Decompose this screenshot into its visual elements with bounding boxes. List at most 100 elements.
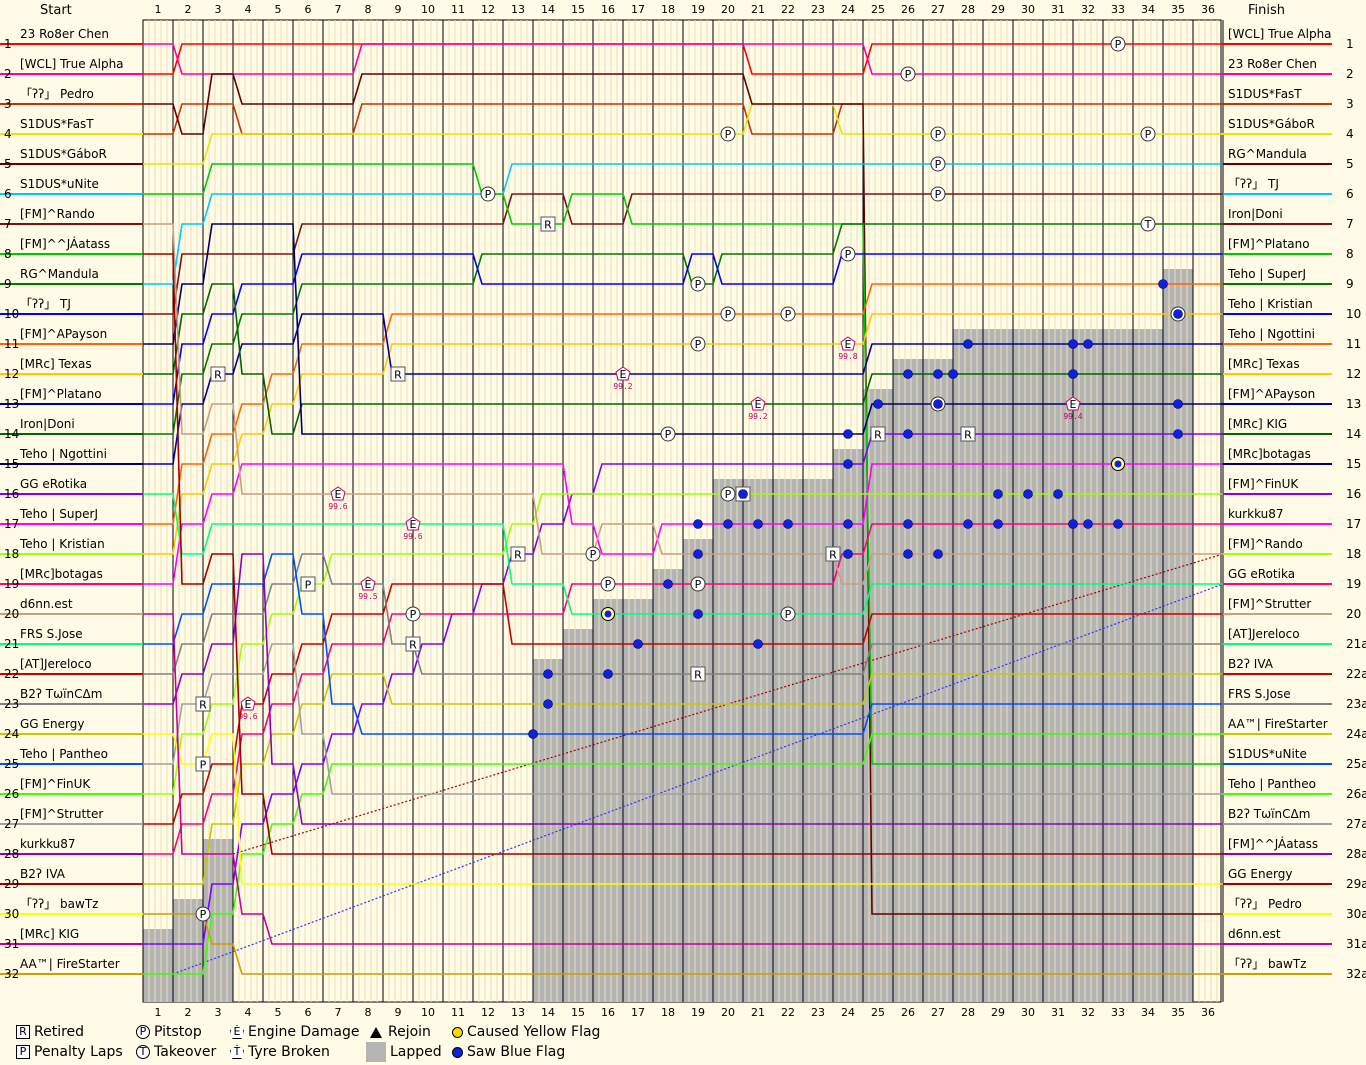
engine-damage-marker — [360, 576, 376, 591]
lap-tick-label: 8 — [365, 3, 372, 16]
series-line — [143, 613, 1223, 945]
blue-flag-dot — [1068, 369, 1078, 379]
series-line — [143, 493, 1223, 795]
lap-tick-label-bottom: 26 — [901, 1006, 915, 1019]
start-driver-name: [MRc] Texas — [20, 357, 92, 371]
event-markers: RRRRRRRRRRRPPPPPPPPPPPPPPPPPPPPPPPPPTE99… — [195, 36, 1186, 922]
lap-tick-label-bottom: 4 — [245, 1006, 252, 1019]
start-position-number: 5 — [4, 157, 12, 171]
start-driver-name: [FM]^^JÁatass — [20, 236, 110, 251]
legend-yellow-label: Caused Yellow Flag — [467, 1024, 601, 1040]
marker-letter: P — [845, 248, 852, 261]
series-line — [143, 313, 1223, 465]
lap-tick-label-bottom: 15 — [571, 1006, 585, 1019]
lap-tick-label: 20 — [721, 3, 735, 16]
start-driver-name: 23 Ro8er Chen — [20, 27, 109, 41]
lapped-block — [143, 929, 173, 1002]
finish-driver-name: 「ʔʔ」 bawTz — [1228, 957, 1306, 971]
lap-tick-label: 32 — [1081, 3, 1095, 16]
finish-position-number: 17 — [1346, 517, 1361, 531]
lapped-block — [1163, 269, 1193, 1002]
engine-damage-note: 99.6 — [238, 712, 257, 721]
legend-penalty-label: Penalty Laps — [34, 1044, 123, 1060]
lap-tick-label-bottom: 34 — [1141, 1006, 1155, 1019]
start-position-number: 6 — [4, 187, 12, 201]
lap-tick-label-bottom: 23 — [811, 1006, 825, 1019]
blue-flag-dot — [1053, 489, 1063, 499]
series-line — [143, 553, 1223, 735]
series-line — [143, 163, 1223, 285]
pitstop-marker — [900, 66, 916, 82]
lapped-block — [1013, 329, 1043, 1002]
finish-driver-name: GG Energy — [1228, 867, 1292, 881]
marker-letter: P — [200, 759, 207, 772]
takeover-marker — [1140, 216, 1156, 232]
finish-driver-name: [FM]^FinUK — [1228, 477, 1299, 491]
finish-driver-name: Iron|Doni — [1228, 207, 1283, 221]
finish-driver-name: d6nn.est — [1228, 927, 1281, 941]
engine-damage-marker — [240, 696, 256, 711]
blue-flag-dot — [528, 729, 538, 739]
lapped-block — [923, 359, 953, 1002]
pitstop-marker — [930, 186, 946, 202]
marker-letter: R — [409, 639, 417, 652]
finish-driver-name: [FM]^Strutter — [1228, 597, 1311, 611]
retired-marker — [540, 216, 556, 232]
lap-tick-label: 5 — [275, 3, 282, 16]
retired-marker — [870, 426, 886, 442]
pitstop-marker — [585, 546, 601, 562]
start-position-number: 32 — [4, 967, 19, 981]
retired-marker — [405, 636, 421, 652]
legend: R Retired P Penalty Laps P Pitstop T Tak… — [16, 1024, 716, 1064]
pitstop-marker — [660, 426, 676, 442]
engine-damage-note: 99.6 — [328, 502, 347, 511]
marker-letter: P — [785, 308, 792, 321]
lap-tick-label: 12 — [481, 3, 495, 16]
blue-flag-dot — [1083, 519, 1093, 529]
start-driver-name: B2ʔ TѡïnCΔm — [20, 687, 102, 701]
marker-letter: P — [665, 428, 672, 441]
lap-tick-label: 35 — [1171, 3, 1185, 16]
finish-position-number: 7 — [1346, 217, 1354, 231]
engine-damage-note: 99.5 — [358, 592, 377, 601]
lapped-block — [563, 629, 593, 1002]
lap-tick-label: 16 — [601, 3, 615, 16]
pitstop-marker — [1110, 36, 1126, 52]
start-position-number: 8 — [4, 247, 12, 261]
lap-tick-label: 10 — [421, 3, 435, 16]
blue-flag-dot — [993, 489, 1003, 499]
yellow-flag-core — [1114, 460, 1122, 468]
start-position-number: 16 — [4, 487, 19, 501]
series-line — [143, 913, 1223, 975]
finish-position-number: 1 — [1346, 37, 1354, 51]
lap-tick-label: 1 — [155, 3, 162, 16]
start-driver-name: Teho | Kristian — [19, 537, 105, 551]
finish-driver-name: 「ʔʔ」 Pedro — [1228, 897, 1302, 911]
series-line — [143, 463, 1223, 585]
blue-flag-dot — [843, 459, 853, 469]
marker-letter: P — [1115, 38, 1122, 51]
marker-letter: R — [514, 549, 522, 562]
finish-position-number: 27a — [1346, 817, 1366, 831]
legend-retired-label: Retired — [34, 1024, 85, 1040]
start-driver-name: [MRc]botagas — [20, 567, 103, 581]
blue-flag-dot — [783, 519, 793, 529]
start-position-number: 19 — [4, 577, 19, 591]
finish-position-number: 5 — [1346, 157, 1354, 171]
series-line — [143, 313, 1223, 555]
marker-letter: E — [620, 368, 627, 381]
blue-flag-dot — [933, 549, 943, 559]
finish-driver-name: [MRc] Texas — [1228, 357, 1300, 371]
legend-pitstop: P Pitstop — [136, 1024, 202, 1040]
marker-letter: R — [829, 549, 837, 562]
marker-letter: R — [964, 429, 972, 442]
lap-tick-label-bottom: 25 — [871, 1006, 885, 1019]
pitstop-marker — [720, 126, 736, 142]
start-position-number: 21 — [4, 637, 19, 651]
series-line — [143, 523, 1223, 855]
marker-letter: R — [694, 669, 702, 682]
start-position-number: 28 — [4, 847, 19, 861]
start-position-number: 9 — [4, 277, 12, 291]
finish-driver-name: AA™| FireStarter — [1228, 717, 1328, 731]
pitstop-marker — [1140, 126, 1156, 142]
